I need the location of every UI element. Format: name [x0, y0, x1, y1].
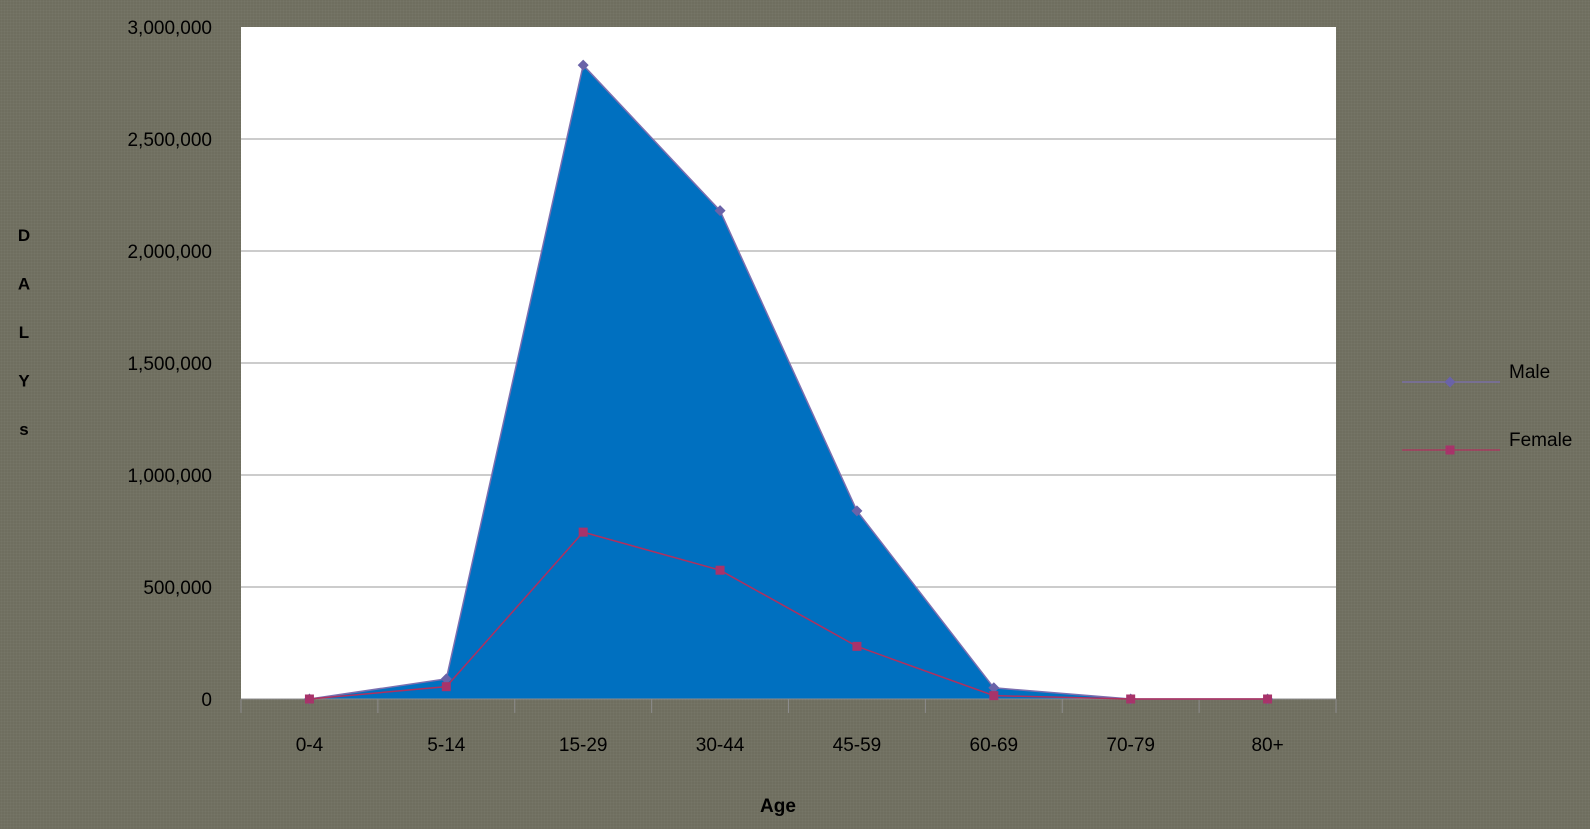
data-point-female: [1126, 694, 1136, 704]
data-point-male: [714, 205, 726, 217]
data-point-male: [577, 59, 589, 71]
data-point-female: [715, 565, 725, 575]
legend-item-female: Female: [1402, 430, 1572, 455]
y-axis-tick-label: 0: [201, 690, 212, 711]
x-axis-tick-label: 0-4: [296, 735, 324, 756]
x-axis: [240, 698, 1337, 713]
data-point-female: [304, 694, 314, 704]
legend-marker: [1445, 445, 1455, 455]
data-point-male: [851, 505, 863, 517]
y-axis-tick-label: 1,000,000: [127, 466, 212, 487]
y-axis-title: D A L Ys: [18, 226, 30, 439]
x-axis-tick-label: 5-14: [427, 735, 465, 756]
male-area-layer: [309, 65, 1268, 699]
series-lines: [303, 59, 1274, 705]
y-axis-tick-label: 2,500,000: [127, 130, 212, 151]
y-axis-title-letter: Y: [18, 372, 30, 391]
x-axis-tick-labels: 0-4 5-14 15-29 30-44 45-59 60-69 70-79 80+: [296, 735, 1284, 756]
data-point-female: [441, 682, 451, 692]
series-line-male: [309, 63, 1268, 700]
y-axis-title-letter: L: [19, 323, 29, 342]
x-axis-tick-label: 45-59: [833, 735, 882, 756]
data-point-female: [578, 527, 588, 537]
x-axis-tick-label: 70-79: [1106, 735, 1155, 756]
y-axis-title-letter: s: [19, 420, 28, 439]
x-axis-tick-label: 30-44: [696, 735, 745, 756]
legend-item-male: Male: [1402, 362, 1550, 388]
data-point-female: [1263, 694, 1273, 704]
y-axis-tick-label: 3,000,000: [127, 18, 212, 39]
legend-label: Male: [1509, 362, 1550, 383]
data-point-female: [989, 691, 999, 701]
y-axis-tick-label: 1,500,000: [127, 354, 212, 375]
legend: Male Female: [1402, 362, 1572, 455]
legend-label: Female: [1509, 430, 1572, 451]
x-axis-tick-label: 80+: [1251, 735, 1283, 756]
y-axis-tick-label: 2,000,000: [127, 242, 212, 263]
y-axis-title-letter: A: [18, 275, 30, 294]
y-axis-title-letter: D: [18, 226, 30, 245]
data-point-male: [988, 682, 1000, 694]
y-axis-tick-labels: 0 500,000 1,000,000 1,500,000 2,000,000 2,500…: [127, 18, 212, 711]
legend-marker: [1444, 376, 1456, 388]
y-axis-tick-label: 500,000: [143, 578, 212, 599]
data-point-male: [440, 673, 452, 685]
x-axis-tick-label: 60-69: [970, 735, 1019, 756]
data-point-female: [852, 641, 862, 651]
series-line-female: [309, 531, 1268, 700]
x-axis-tick-label: 15-29: [559, 735, 608, 756]
x-axis-title: Age: [760, 796, 796, 817]
series-area-male: [309, 65, 1268, 699]
